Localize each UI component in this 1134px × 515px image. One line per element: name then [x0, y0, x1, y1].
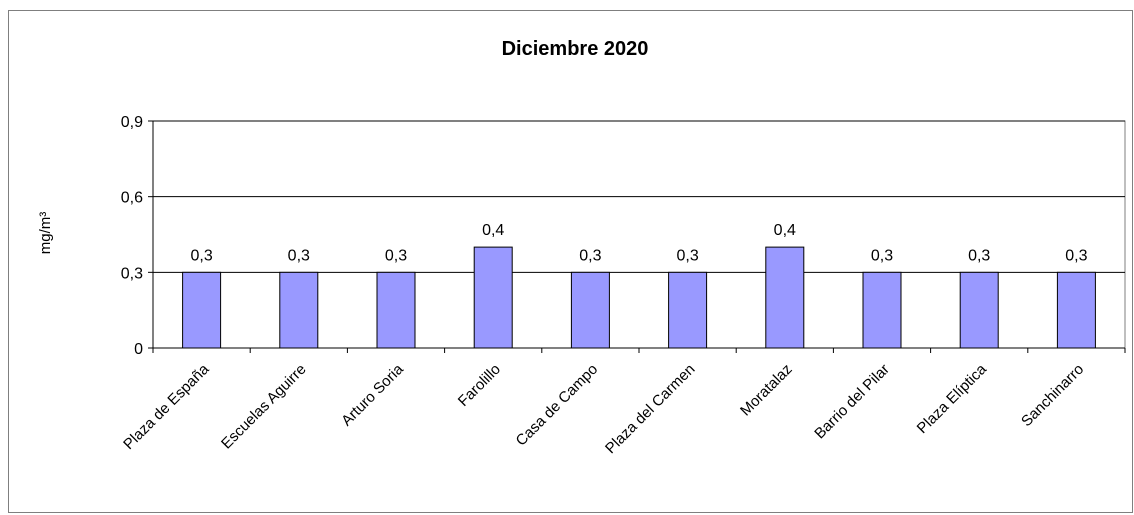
data-label: 0,3: [871, 247, 893, 264]
data-label: 0,3: [288, 247, 310, 264]
x-category-label: Farolillo: [455, 361, 504, 410]
y-tick-label: 0,6: [121, 190, 143, 207]
bar: [765, 246, 805, 349]
chart-frame: [8, 10, 1133, 513]
x-category-label: Plaza de España: [120, 360, 213, 453]
bar: [279, 271, 319, 349]
bar: [473, 246, 513, 349]
x-category-label: Plaza Elíptica: [914, 360, 991, 437]
plot-area: 0 0,3 0,6 0,9 0,3 Plaza de España 0,3 Escuelas …: [120, 114, 1126, 457]
bar: [376, 271, 416, 349]
x-category-label: Moratalaz: [737, 361, 796, 420]
data-label: 0,3: [190, 247, 212, 264]
x-category-label: Escuelas Aguirre: [218, 361, 310, 453]
bar: [1056, 271, 1096, 349]
data-label: 0,4: [482, 222, 504, 239]
x-category-label: Barrio del Pilar: [811, 361, 893, 443]
data-label: 0,3: [385, 247, 407, 264]
chart-title: Diciembre 2020: [502, 38, 649, 60]
x-category-label: Plaza del Carmen: [602, 361, 698, 457]
y-tick-label: 0,3: [121, 265, 143, 282]
y-tick-label: 0,9: [121, 114, 143, 131]
data-label: 0,3: [1065, 247, 1087, 264]
x-category-label: Casa de Campo: [513, 361, 602, 450]
bar: [959, 271, 999, 349]
x-category-label: Sanchinarro: [1018, 361, 1087, 430]
bar: [668, 271, 708, 349]
data-label: 0,3: [968, 247, 990, 264]
y-tick-label: 0: [134, 341, 143, 358]
bar: [182, 271, 222, 349]
data-label: 0,4: [774, 222, 796, 239]
y-axis-label: mg/m³: [37, 212, 54, 255]
x-category-label: Arturo Soria: [338, 360, 407, 429]
data-label: 0,3: [579, 247, 601, 264]
bar: [570, 271, 610, 349]
data-label: 0,3: [676, 247, 698, 264]
bar: [862, 271, 902, 349]
